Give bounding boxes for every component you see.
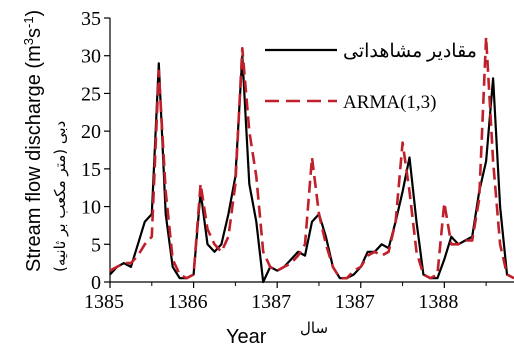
legend: مقادیر مشاهداتی ARMA(1,3) — [265, 41, 477, 113]
y-tick-label: 35 — [81, 8, 101, 30]
y-axis-label: Stream flow discharge (m3s-1) — [21, 10, 46, 272]
axes — [109, 18, 514, 283]
y-tick-label: 5 — [91, 234, 101, 256]
x-tick-label: 1388 — [418, 291, 458, 313]
y-axis-secondary-label: (دبی (متر مکعب بر ثانیه — [51, 121, 69, 272]
y-tick-label: 15 — [81, 159, 101, 181]
x-tick-label: 1385 — [84, 291, 124, 313]
x-axis-secondary-label: سال — [300, 319, 328, 337]
x-tick-label: 1386 — [168, 291, 208, 313]
y-tick-label: 20 — [81, 121, 101, 143]
x-axis-label: Year — [226, 326, 267, 348]
series-line-2 — [109, 35, 514, 280]
legend-label-1: مقادیر مشاهداتی — [343, 41, 477, 62]
x-axis-ticks: 1385 1386 1387 1387 1388 — [84, 282, 487, 313]
legend-label-2: ARMA(1,3) — [343, 92, 436, 113]
x-tick-label: 1387 — [335, 291, 375, 313]
series-line-1 — [109, 54, 514, 284]
series-lines — [109, 35, 514, 284]
y-tick-label: 10 — [81, 197, 101, 219]
x-tick-label: 1387 — [251, 291, 291, 313]
y-tick-label: 25 — [81, 83, 101, 105]
y-tick-label: 30 — [81, 46, 101, 68]
y-tick-label: 0 — [91, 272, 101, 294]
y-axis-ticks: 0 5 10 15 20 25 30 35 — [81, 8, 110, 294]
